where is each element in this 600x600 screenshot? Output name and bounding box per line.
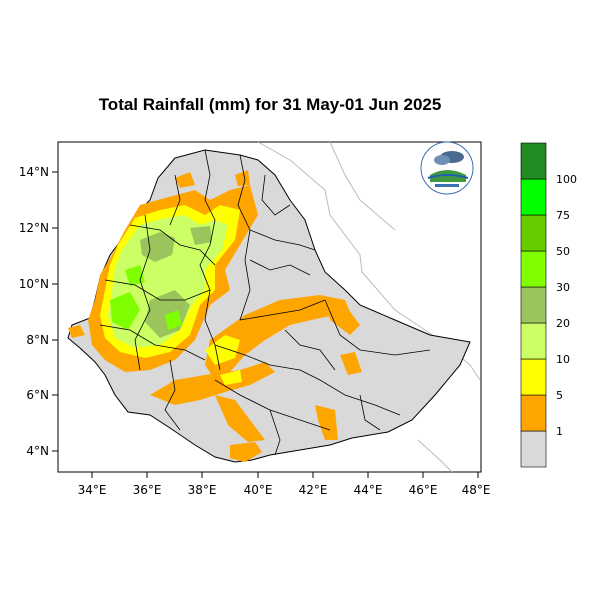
- x-tick-label: 40°E: [244, 483, 273, 497]
- x-tick-label: 46°E: [409, 483, 438, 497]
- legend-swatch: [520, 286, 547, 324]
- legend-label: 10: [556, 353, 570, 366]
- x-tick-label: 42°E: [299, 483, 328, 497]
- legend-swatch: [520, 430, 547, 468]
- legend-swatch: [520, 178, 547, 216]
- x-tick-label: 34°E: [78, 483, 107, 497]
- x-tick-label: 36°E: [133, 483, 162, 497]
- y-tick-label: 6°N: [26, 388, 49, 402]
- y-tick-label: 4°N: [26, 444, 49, 458]
- legend-label: 75: [556, 209, 570, 222]
- x-tick-label: 48°E: [462, 483, 491, 497]
- legend-swatch: [520, 142, 547, 180]
- map-title: Total Rainfall (mm) for 31 May-01 Jun 20…: [98, 95, 442, 114]
- rainfall-10-20mm: [108, 215, 228, 348]
- legend-label: 100: [556, 173, 577, 186]
- y-tick-label: 12°N: [19, 221, 49, 235]
- x-tick-label: 38°E: [188, 483, 217, 497]
- rainfall-30-50mm: [110, 265, 182, 330]
- legend-swatch: [520, 250, 547, 288]
- legend-label: 50: [556, 245, 570, 258]
- legend-swatch: [520, 358, 547, 396]
- agency-logo: [420, 141, 474, 195]
- legend-label: 20: [556, 317, 570, 330]
- x-tick-label: 44°E: [354, 483, 383, 497]
- legend-label: 30: [556, 281, 570, 294]
- y-tick-label: 8°N: [26, 333, 49, 347]
- legend-label: 5: [556, 389, 563, 402]
- legend-swatch: [520, 214, 547, 252]
- y-tick-label: 10°N: [19, 277, 49, 291]
- legend-swatch: [520, 322, 547, 360]
- x-axis: [91, 472, 479, 478]
- region-borders: [99, 149, 431, 456]
- legend-swatch: [520, 394, 547, 432]
- y-axis: [52, 171, 58, 452]
- y-tick-label: 14°N: [19, 165, 49, 179]
- color-legend: 1 5 10 20 30 50 75 100: [520, 142, 577, 468]
- legend-label: 1: [556, 425, 563, 438]
